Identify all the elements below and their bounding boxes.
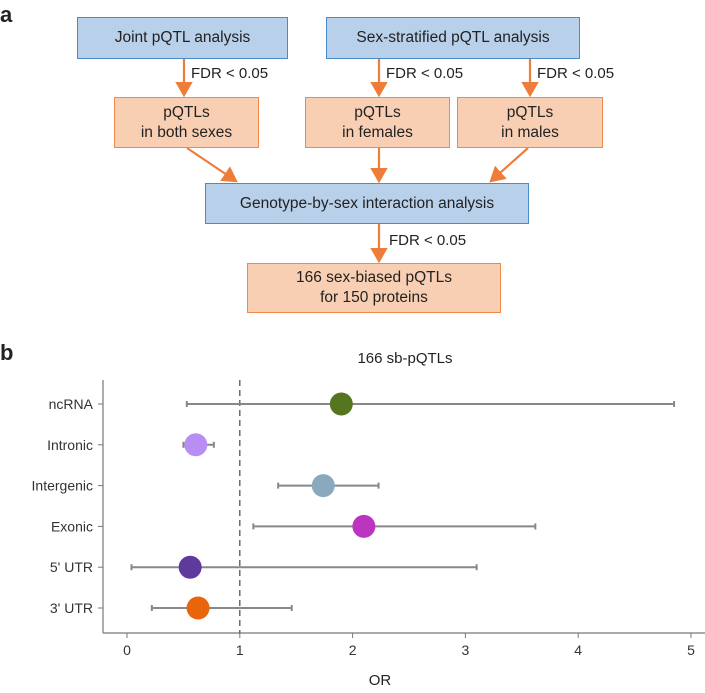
- y-tick-label: Intronic: [47, 437, 93, 453]
- y-tick-label: Exonic: [51, 518, 93, 534]
- panel-a-label: a: [0, 2, 13, 27]
- arrow-males-interaction: [489, 147, 529, 183]
- interaction-box: Genotype-by-sex interaction analysis: [205, 183, 529, 224]
- panel-b-label: b: [0, 340, 14, 365]
- or-point: [311, 474, 335, 498]
- x-tick-label: 5: [687, 642, 695, 658]
- x-tick-label: 0: [123, 642, 131, 658]
- fdr-label: FDR < 0.05: [191, 65, 269, 82]
- or-point: [178, 555, 202, 579]
- x-tick-label: 4: [574, 642, 582, 658]
- joint-pqtl-box: Joint pQTL analysis: [77, 17, 288, 59]
- sex-stratified-box: Sex-stratified pQTL analysis: [326, 17, 580, 59]
- or-point: [186, 596, 210, 620]
- y-tick-label: 5' UTR: [50, 559, 93, 575]
- pqtls-females-box: pQTLs in females: [305, 97, 450, 148]
- x-tick-label: 3: [462, 642, 470, 658]
- fdr-label: FDR < 0.05: [389, 232, 467, 249]
- pqtls-both-box: pQTLs in both sexes: [114, 97, 259, 148]
- x-tick-label: 2: [349, 642, 357, 658]
- arrow-both-interaction: [186, 147, 238, 183]
- pqtls-males-box: pQTLs in males: [457, 97, 603, 148]
- fdr-label: FDR < 0.05: [386, 65, 464, 82]
- x-axis-label: OR: [368, 672, 392, 689]
- or-point: [184, 433, 208, 457]
- or-point: [329, 392, 353, 416]
- y-tick-label: ncRNA: [49, 396, 94, 412]
- chart-title: 166 sb-pQTLs: [357, 350, 453, 367]
- y-tick-label: 3' UTR: [50, 600, 93, 616]
- or-point: [352, 514, 376, 538]
- fdr-label: FDR < 0.05: [537, 65, 615, 82]
- x-tick-label: 1: [236, 642, 244, 658]
- y-tick-label: Intergenic: [32, 478, 93, 494]
- result-box: 166 sex-biased pQTLs for 150 proteins: [247, 263, 501, 313]
